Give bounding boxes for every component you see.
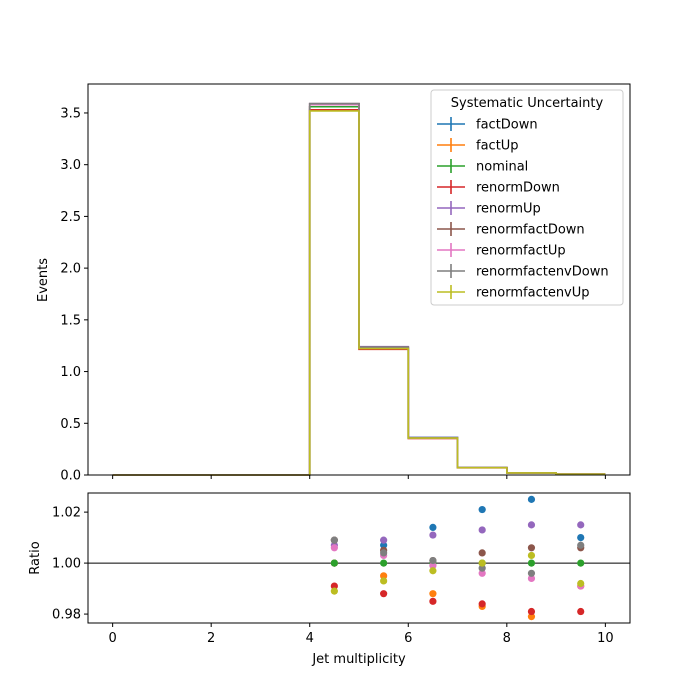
legend-title: Systematic Uncertainty — [451, 96, 604, 111]
x-tick-label: 0 — [108, 631, 116, 646]
ratio-point — [577, 541, 585, 549]
ratio-point — [429, 590, 437, 598]
ratio-point — [478, 549, 486, 557]
histogram-panel: 0.0 0.5 1.0 1.5 2.0 2.5 3.0 3.5 Events Systemat… — [36, 83, 631, 484]
x-tick-label: 4 — [306, 631, 314, 646]
legend-item-renormDown: renormDown — [437, 180, 560, 196]
legend-label: nominal — [476, 160, 528, 175]
ratio-series-renormfactenvDown — [330, 536, 585, 577]
ratio-point — [330, 587, 338, 595]
y-tick-label: 2.5 — [60, 210, 81, 225]
ratio-point — [527, 521, 536, 529]
ratio-point — [527, 613, 536, 621]
ratio-point — [527, 569, 536, 577]
legend-item-renormfactDown: renormfactDown — [437, 222, 585, 238]
ratio-series-renormDown — [330, 582, 585, 616]
legend-label: factUp — [476, 139, 519, 154]
legend-label: renormfactUp — [476, 244, 566, 259]
ratio-point — [380, 577, 388, 585]
ratio-point — [330, 582, 338, 590]
y-tick-label: 1.5 — [60, 313, 81, 328]
ratio-point — [429, 567, 437, 575]
ratio-y-ticks: 0.98 1.00 1.02 — [52, 506, 88, 623]
ratio-point — [478, 526, 486, 534]
legend-label: renormDown — [476, 181, 560, 196]
ratio-point — [478, 600, 486, 608]
y-tick-label: 1.00 — [52, 557, 81, 572]
ratio-panel: 0.98 1.00 1.02 0 2 4 6 8 10 Ratio Jet multiplic… — [28, 492, 631, 667]
y-tick-label: 1.0 — [60, 365, 81, 380]
legend-item-renormfactUp: renormfactUp — [437, 243, 566, 259]
ratio-point — [478, 559, 486, 567]
legend-label: renormfactDown — [476, 223, 585, 238]
ratio-point — [527, 551, 536, 560]
ratio-points — [330, 495, 585, 621]
y-tick-label: 1.02 — [52, 506, 81, 521]
ratio-point — [330, 536, 338, 544]
histogram-y-axis-label: Events — [36, 258, 51, 302]
x-tick-label: 2 — [207, 631, 215, 646]
ratio-x-axis-label: Jet multiplicity — [311, 652, 406, 667]
legend-label: factDown — [476, 118, 538, 133]
y-tick-label: 0.98 — [52, 608, 81, 623]
ratio-point — [577, 559, 585, 567]
ratio-point — [577, 534, 585, 542]
ratio-series-renormfactenvUp — [330, 551, 585, 595]
legend: Systematic Uncertainty factDown factUp nom… — [430, 89, 624, 306]
ratio-point — [380, 590, 388, 598]
ratio-point — [478, 564, 486, 572]
legend-item-factDown: factDown — [437, 117, 538, 133]
histogram-x-ticks — [112, 475, 606, 479]
ratio-point — [380, 536, 388, 544]
y-tick-label: 0.5 — [60, 417, 81, 432]
legend-label: renormfactenvDown — [476, 265, 609, 280]
y-tick-label: 2.0 — [60, 262, 81, 277]
ratio-point — [577, 607, 585, 616]
ratio-point — [380, 559, 388, 567]
ratio-point — [577, 579, 585, 588]
ratio-point — [527, 607, 536, 616]
legend-item-factUp: factUp — [437, 138, 519, 154]
y-tick-label: 3.0 — [60, 158, 81, 173]
ratio-plot-area — [88, 493, 630, 623]
x-tick-label: 8 — [503, 631, 511, 646]
legend-label: renormUp — [476, 202, 541, 217]
ratio-y-axis-label: Ratio — [28, 541, 43, 574]
legend-label: renormfactenvUp — [476, 286, 590, 301]
ratio-point — [429, 562, 437, 570]
ratio-point — [577, 521, 585, 529]
ratio-point — [527, 544, 536, 552]
x-tick-label: 6 — [404, 631, 412, 646]
legend-item-renormUp: renormUp — [437, 201, 541, 217]
legend-box — [430, 89, 624, 306]
legend-item-nominal: nominal — [437, 159, 528, 175]
ratio-point — [429, 531, 437, 539]
ratio-point — [527, 495, 536, 503]
y-tick-label: 3.5 — [60, 106, 81, 121]
ratio-frame — [87, 492, 631, 624]
ratio-point — [429, 523, 437, 532]
ratio-point — [478, 505, 486, 514]
ratio-point — [429, 556, 437, 565]
ratio-point — [478, 569, 486, 577]
histogram-frame — [87, 83, 631, 476]
ratio-x-ticks: 0 2 4 6 8 10 — [108, 623, 614, 646]
ratio-point — [380, 572, 388, 580]
x-tick-label: 10 — [597, 631, 614, 646]
ratio-point — [380, 541, 388, 549]
ratio-point — [380, 549, 388, 557]
histogram-y-ticks: 0.0 0.5 1.0 1.5 2.0 2.5 3.0 3.5 — [60, 106, 88, 484]
y-tick-label: 0.0 — [60, 469, 81, 484]
ratio-point — [330, 544, 338, 552]
legend-item-renormfactenvDown: renormfactenvDown — [437, 264, 609, 280]
ratio-series-renormUp — [330, 521, 585, 549]
ratio-point — [330, 559, 338, 567]
ratio-point — [527, 574, 536, 582]
ratio-point — [527, 559, 536, 567]
legend-items: factDown factUp nominal renormDown renormUp r… — [437, 117, 609, 301]
ratio-point — [429, 597, 437, 605]
legend-item-renormfactenvUp: renormfactenvUp — [437, 285, 590, 301]
